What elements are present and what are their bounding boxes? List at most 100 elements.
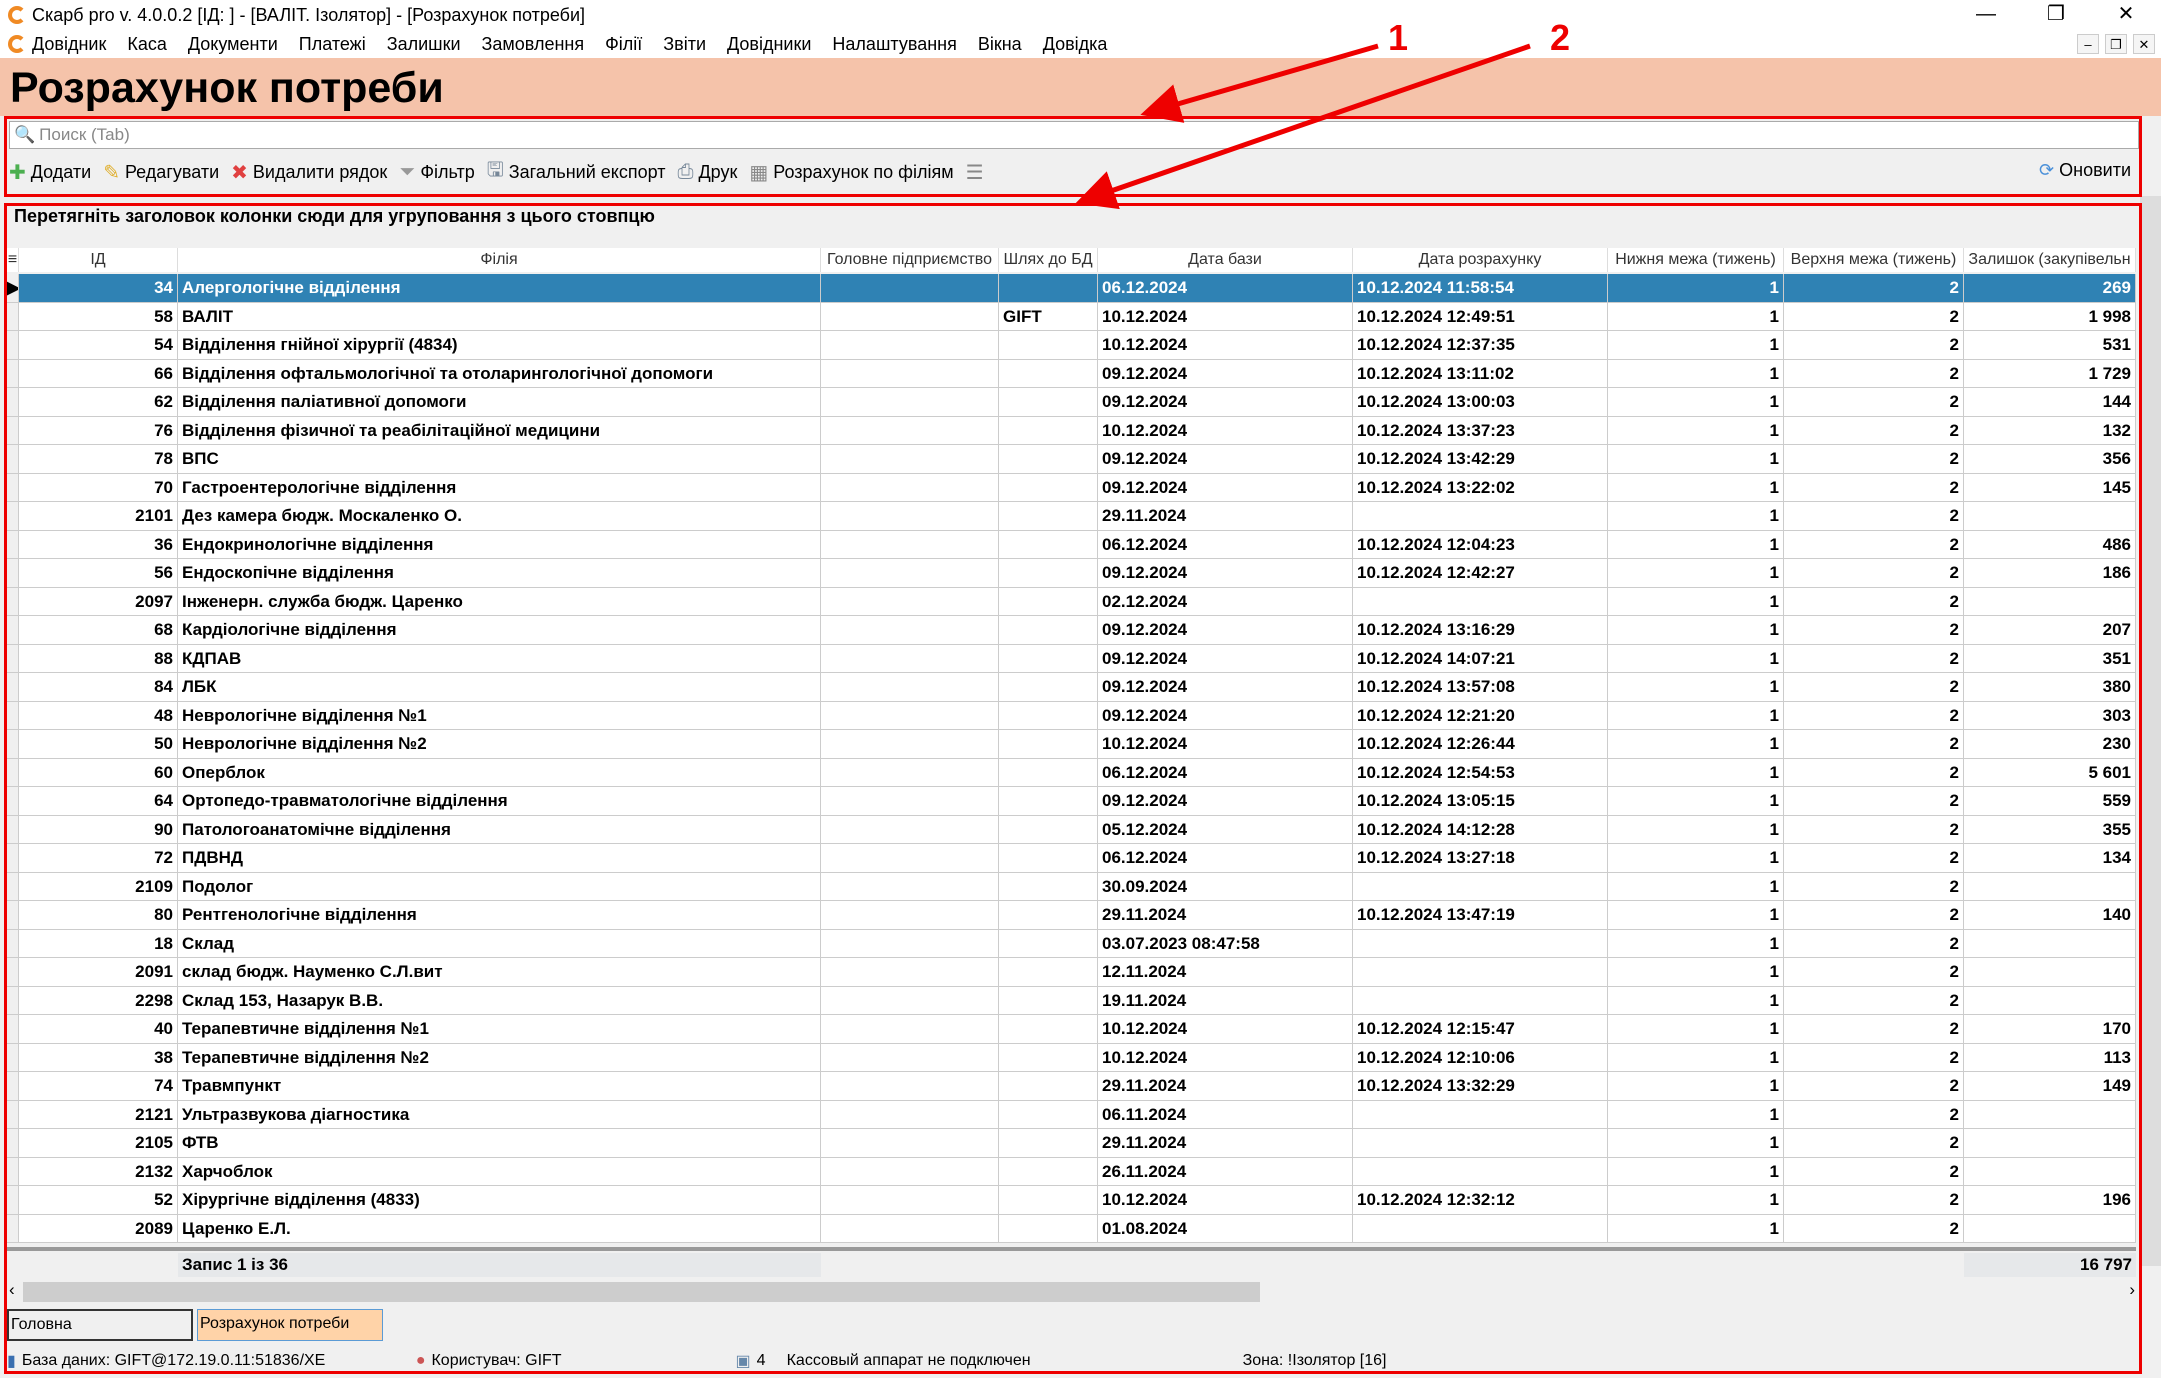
row-indicator[interactable] <box>7 1015 19 1044</box>
table-row[interactable]: ▶ 34 Алергологічне відділення 06.12.2024 10.… <box>7 274 2136 303</box>
row-indicator[interactable] <box>7 644 19 673</box>
table-row[interactable]: 84 ЛБК 09.12.2024 10.12.2024 13:57:08 1 2 380 <box>7 673 2136 702</box>
menu-item[interactable]: Довідники <box>727 33 812 54</box>
edit-button[interactable]: ✎ Редагувати <box>103 160 219 185</box>
minimize-button[interactable]: — <box>1976 3 1996 25</box>
print-button[interactable]: ⎙ Друк <box>677 161 737 184</box>
row-indicator[interactable] <box>7 758 19 787</box>
row-indicator[interactable] <box>7 958 19 987</box>
scroll-thumb[interactable] <box>23 1282 1260 1302</box>
table-row[interactable]: 18 Склад 03.07.2023 08:47:58 1 2 <box>7 929 2136 958</box>
column-header[interactable]: ІД <box>19 248 178 272</box>
table-row[interactable]: 90 Патологоанатомічне відділення 05.12.202… <box>7 815 2136 844</box>
menu-item[interactable]: Налаштування <box>832 33 957 54</box>
column-header[interactable]: Філія <box>178 248 821 272</box>
row-indicator[interactable] <box>7 929 19 958</box>
table-row[interactable]: 56 Ендоскопічне відділення 09.12.2024 10.12… <box>7 559 2136 588</box>
column-header[interactable]: Нижня межа (тижень) <box>1608 248 1784 272</box>
column-chooser-icon[interactable]: ≡ <box>7 248 19 272</box>
row-indicator[interactable] <box>7 388 19 417</box>
table-row[interactable]: 64 Ортопедо-травматологічне відділення 09.… <box>7 787 2136 816</box>
columns-button[interactable]: ☰ <box>966 160 989 185</box>
column-header[interactable]: Дата бази <box>1098 248 1353 272</box>
table-row[interactable]: 78 ВПС 09.12.2024 10.12.2024 13:42:29 1 2 356 <box>7 445 2136 474</box>
table-row[interactable]: 50 Неврологічне відділення №2 10.12.2024 10… <box>7 730 2136 759</box>
row-indicator[interactable]: ▶ <box>7 274 19 303</box>
menu-item[interactable]: Каса <box>127 33 167 54</box>
menu-item[interactable]: Документи <box>187 33 278 54</box>
table-row[interactable]: 36 Ендокринологічне відділення 06.12.2024 1… <box>7 530 2136 559</box>
delete-row-button[interactable]: ✖ Видалити рядок <box>231 160 387 185</box>
tab-need-calculation[interactable]: Розрахунок потреби <box>197 1309 383 1341</box>
table-row[interactable]: 52 Хірургічне відділення (4833) 10.12.2024… <box>7 1186 2136 1215</box>
calc-by-branches-button[interactable]: ▦ Розрахунок по філіям <box>749 160 953 185</box>
row-indicator[interactable] <box>7 901 19 930</box>
table-row[interactable]: 88 КДПАВ 09.12.2024 10.12.2024 14:07:21 1 2 35… <box>7 644 2136 673</box>
close-button[interactable]: ✕ <box>2117 3 2135 25</box>
row-indicator[interactable] <box>7 1129 19 1158</box>
row-indicator[interactable] <box>7 331 19 360</box>
row-indicator[interactable] <box>7 986 19 1015</box>
column-header[interactable]: Залишок (закупівельн <box>1964 248 2136 272</box>
mdi-close-button[interactable]: ✕ <box>2133 34 2155 54</box>
table-row[interactable]: 38 Терапевтичне відділення №2 10.12.2024 10… <box>7 1043 2136 1072</box>
menu-item[interactable]: Звіти <box>663 33 707 54</box>
table-row[interactable]: 54 Відділення гнійної хірургії (4834) 10.1… <box>7 331 2136 360</box>
table-row[interactable]: 2091 склад бюдж. Науменко С.Л.вит 12.11.20… <box>7 958 2136 987</box>
column-header[interactable]: Дата розрахунку <box>1353 248 1608 272</box>
row-indicator[interactable] <box>7 673 19 702</box>
row-indicator[interactable] <box>7 502 19 531</box>
refresh-button[interactable]: ⟳ Оновити <box>2039 160 2131 181</box>
row-indicator[interactable] <box>7 730 19 759</box>
table-row[interactable]: 72 ПДВНД 06.12.2024 10.12.2024 13:27:18 1 2 13… <box>7 844 2136 873</box>
column-header[interactable]: Верхня межа (тижень) <box>1784 248 1964 272</box>
row-indicator[interactable] <box>7 1214 19 1243</box>
table-row[interactable]: 2121 Ультразвукова діагностика 06.11.2024 1… <box>7 1100 2136 1129</box>
row-indicator[interactable] <box>7 844 19 873</box>
mdi-minimize-button[interactable]: – <box>2077 34 2099 54</box>
table-row[interactable]: 68 Кардіологічне відділення 09.12.2024 10.1… <box>7 616 2136 645</box>
horizontal-scrollbar[interactable]: ‹ › <box>9 1280 2139 1304</box>
row-indicator[interactable] <box>7 815 19 844</box>
menu-item[interactable]: Замовлення <box>481 33 585 54</box>
row-indicator[interactable] <box>7 416 19 445</box>
row-indicator[interactable] <box>7 445 19 474</box>
search-input[interactable]: 🔍 Поиск (Tab) <box>9 121 2139 149</box>
table-row[interactable]: 62 Відділення паліативної допомоги 09.12.2… <box>7 388 2136 417</box>
export-button[interactable]: 🖫 Загальний експорт <box>487 155 666 189</box>
table-row[interactable]: 2298 Склад 153, Назарук В.В. 19.11.2024 1 2 <box>7 986 2136 1015</box>
row-indicator[interactable] <box>7 302 19 331</box>
row-indicator[interactable] <box>7 359 19 388</box>
table-row[interactable]: 40 Терапевтичне відділення №1 10.12.2024 10… <box>7 1015 2136 1044</box>
vertical-scrollbar[interactable] <box>2140 196 2161 1266</box>
scroll-right-icon[interactable]: › <box>2129 1280 2135 1299</box>
mdi-restore-button[interactable]: ❐ <box>2105 34 2127 54</box>
add-button[interactable]: ✚ Додати <box>9 160 91 185</box>
row-indicator[interactable] <box>7 473 19 502</box>
row-indicator[interactable] <box>7 530 19 559</box>
menu-item[interactable]: Залишки <box>386 33 461 54</box>
table-row[interactable]: 2089 Царенко Е.Л. 01.08.2024 1 2 <box>7 1214 2136 1243</box>
row-indicator[interactable] <box>7 616 19 645</box>
menu-item[interactable]: Філії <box>605 33 643 54</box>
table-row[interactable]: 2109 Подолог 30.09.2024 1 2 <box>7 872 2136 901</box>
table-row[interactable]: 2105 ФТВ 29.11.2024 1 2 <box>7 1129 2136 1158</box>
menu-item[interactable]: Довідка <box>1042 33 1108 54</box>
table-row[interactable]: 2132 Харчоблок 26.11.2024 1 2 <box>7 1157 2136 1186</box>
filter-button[interactable]: ⏷ Фільтр <box>399 161 474 184</box>
row-indicator[interactable] <box>7 872 19 901</box>
row-indicator[interactable] <box>7 1043 19 1072</box>
table-row[interactable]: 76 Відділення фізичної та реабілітаційної… <box>7 416 2136 445</box>
table-row[interactable]: 74 Травмпункт 29.11.2024 10.12.2024 13:32:2… <box>7 1072 2136 1101</box>
row-indicator[interactable] <box>7 1100 19 1129</box>
scroll-left-icon[interactable]: ‹ <box>9 1280 15 1299</box>
table-row[interactable]: 2101 Дез камера бюдж. Москаленко О. 29.11.… <box>7 502 2136 531</box>
row-indicator[interactable] <box>7 701 19 730</box>
table-row[interactable]: 80 Рентгенологічне відділення 29.11.2024 10… <box>7 901 2136 930</box>
table-row[interactable]: 66 Відділення офтальмологічної та отолари… <box>7 359 2136 388</box>
row-indicator[interactable] <box>7 559 19 588</box>
row-indicator[interactable] <box>7 587 19 616</box>
column-header[interactable]: Шлях до БД <box>999 248 1098 272</box>
table-row[interactable]: 2097 Інженерн. служба бюдж. Царенко 02.12.… <box>7 587 2136 616</box>
menu-item[interactable]: Платежі <box>298 33 366 54</box>
